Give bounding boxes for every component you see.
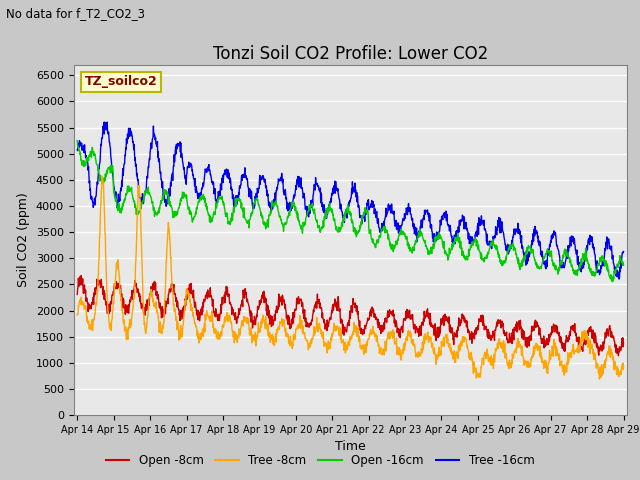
Text: TZ_soilco2: TZ_soilco2 (84, 75, 157, 88)
Legend: Open -8cm, Tree -8cm, Open -16cm, Tree -16cm: Open -8cm, Tree -8cm, Open -16cm, Tree -… (101, 449, 539, 472)
Y-axis label: Soil CO2 (ppm): Soil CO2 (ppm) (17, 192, 30, 288)
Text: No data for f_T2_CO2_3: No data for f_T2_CO2_3 (6, 7, 145, 20)
Title: Tonzi Soil CO2 Profile: Lower CO2: Tonzi Soil CO2 Profile: Lower CO2 (212, 45, 488, 63)
X-axis label: Time: Time (335, 441, 366, 454)
